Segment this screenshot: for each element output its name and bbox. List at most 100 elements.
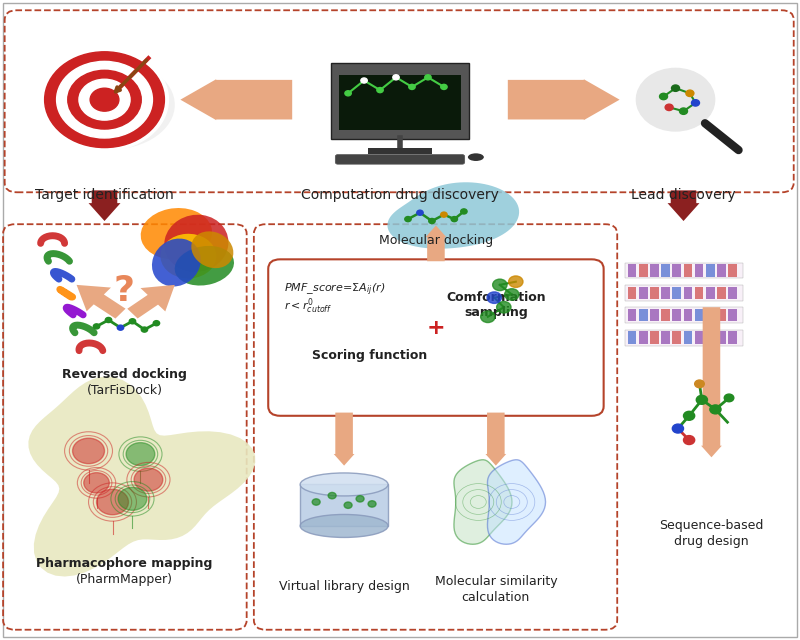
Circle shape	[57, 61, 153, 138]
Circle shape	[694, 380, 704, 388]
Text: (TarFisDock): (TarFisDock)	[86, 384, 162, 397]
Circle shape	[345, 91, 351, 96]
FancyBboxPatch shape	[628, 332, 636, 344]
Text: Lead discovery: Lead discovery	[631, 188, 736, 202]
FancyBboxPatch shape	[694, 309, 703, 321]
Circle shape	[126, 443, 155, 466]
Polygon shape	[89, 190, 121, 221]
Ellipse shape	[141, 208, 212, 260]
Circle shape	[97, 489, 129, 515]
FancyBboxPatch shape	[694, 332, 703, 344]
FancyBboxPatch shape	[368, 148, 432, 154]
Circle shape	[106, 317, 112, 323]
Circle shape	[636, 68, 714, 131]
Circle shape	[497, 301, 511, 313]
Circle shape	[377, 88, 383, 93]
Polygon shape	[667, 190, 699, 221]
Circle shape	[724, 394, 734, 402]
FancyBboxPatch shape	[661, 309, 670, 321]
Polygon shape	[387, 182, 519, 249]
Circle shape	[417, 210, 423, 215]
Text: (PharmMapper): (PharmMapper)	[76, 573, 173, 586]
Text: $r<r_{cutoff}^{0}$: $r<r_{cutoff}^{0}$	[284, 296, 333, 316]
Circle shape	[493, 279, 507, 291]
FancyBboxPatch shape	[628, 309, 636, 321]
Circle shape	[461, 209, 467, 214]
Circle shape	[441, 84, 447, 90]
Circle shape	[142, 327, 148, 332]
FancyBboxPatch shape	[683, 332, 692, 344]
FancyBboxPatch shape	[650, 264, 658, 276]
FancyBboxPatch shape	[626, 285, 743, 301]
Text: Molecular similarity: Molecular similarity	[434, 575, 557, 588]
Circle shape	[90, 88, 119, 111]
Circle shape	[312, 499, 320, 505]
Circle shape	[41, 49, 169, 151]
Text: Computation drug discovery: Computation drug discovery	[301, 188, 499, 202]
Circle shape	[134, 468, 163, 491]
Circle shape	[679, 108, 687, 115]
Text: Sequence-based: Sequence-based	[659, 519, 764, 532]
FancyBboxPatch shape	[694, 287, 703, 299]
Circle shape	[361, 78, 367, 83]
Circle shape	[429, 218, 435, 223]
Circle shape	[79, 79, 130, 120]
FancyBboxPatch shape	[728, 264, 737, 276]
FancyBboxPatch shape	[638, 309, 647, 321]
Circle shape	[696, 396, 707, 404]
Text: +: +	[426, 317, 446, 338]
Circle shape	[118, 325, 124, 330]
FancyBboxPatch shape	[728, 332, 737, 344]
Text: Molecular docking: Molecular docking	[379, 234, 493, 246]
Ellipse shape	[164, 215, 229, 272]
FancyBboxPatch shape	[338, 75, 462, 131]
FancyBboxPatch shape	[728, 309, 737, 321]
FancyBboxPatch shape	[717, 264, 726, 276]
Text: Reversed docking: Reversed docking	[62, 368, 187, 381]
FancyBboxPatch shape	[728, 287, 737, 299]
FancyBboxPatch shape	[661, 332, 670, 344]
FancyBboxPatch shape	[717, 332, 726, 344]
Text: PMF_score=$\Sigma$A$_{ij}$(r): PMF_score=$\Sigma$A$_{ij}$(r)	[284, 281, 386, 298]
Circle shape	[368, 500, 376, 507]
Circle shape	[487, 292, 502, 303]
FancyBboxPatch shape	[626, 262, 743, 278]
Circle shape	[671, 85, 679, 92]
FancyBboxPatch shape	[717, 309, 726, 321]
FancyBboxPatch shape	[694, 264, 703, 276]
Circle shape	[45, 52, 165, 148]
FancyBboxPatch shape	[706, 287, 714, 299]
Circle shape	[328, 492, 336, 499]
Circle shape	[100, 96, 110, 104]
FancyBboxPatch shape	[650, 309, 658, 321]
Circle shape	[393, 75, 399, 80]
FancyBboxPatch shape	[717, 287, 726, 299]
FancyBboxPatch shape	[683, 309, 692, 321]
FancyBboxPatch shape	[672, 309, 681, 321]
FancyBboxPatch shape	[661, 287, 670, 299]
FancyBboxPatch shape	[706, 309, 714, 321]
Polygon shape	[426, 225, 446, 261]
FancyBboxPatch shape	[300, 484, 388, 526]
Circle shape	[130, 319, 136, 324]
Circle shape	[405, 216, 411, 221]
FancyBboxPatch shape	[626, 330, 743, 346]
Circle shape	[356, 495, 364, 502]
Circle shape	[154, 321, 160, 326]
Ellipse shape	[300, 473, 388, 496]
Circle shape	[509, 276, 523, 287]
FancyBboxPatch shape	[638, 287, 647, 299]
Text: Scoring function: Scoring function	[312, 349, 427, 362]
Circle shape	[505, 289, 519, 300]
Polygon shape	[454, 460, 512, 544]
FancyBboxPatch shape	[628, 264, 636, 276]
Circle shape	[441, 212, 447, 217]
Ellipse shape	[47, 60, 174, 150]
Polygon shape	[508, 79, 620, 120]
Circle shape	[683, 412, 694, 420]
Text: sampling: sampling	[464, 306, 528, 319]
FancyBboxPatch shape	[672, 287, 681, 299]
Polygon shape	[127, 285, 174, 319]
Circle shape	[409, 84, 415, 90]
Circle shape	[672, 424, 683, 433]
